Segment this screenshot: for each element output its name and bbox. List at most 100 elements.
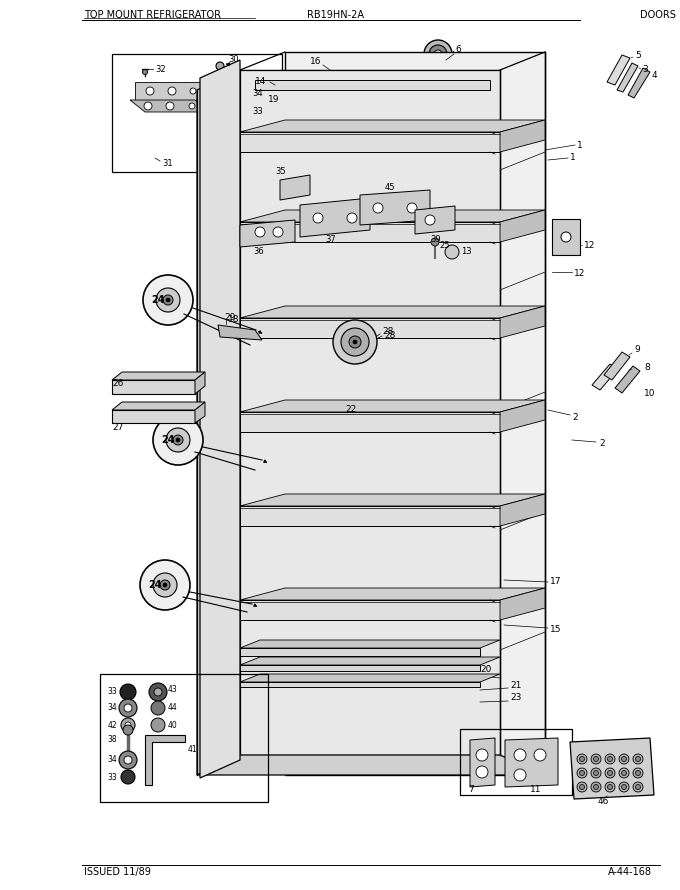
Text: 24: 24 bbox=[151, 295, 165, 305]
Polygon shape bbox=[240, 210, 545, 222]
Text: 37: 37 bbox=[325, 236, 336, 245]
Circle shape bbox=[577, 754, 587, 764]
Circle shape bbox=[144, 102, 152, 110]
Polygon shape bbox=[240, 306, 545, 318]
Polygon shape bbox=[615, 366, 640, 393]
Polygon shape bbox=[604, 352, 630, 380]
Circle shape bbox=[341, 328, 369, 356]
Text: 1: 1 bbox=[577, 141, 583, 150]
Text: 44: 44 bbox=[168, 703, 177, 713]
Text: 2: 2 bbox=[599, 439, 605, 448]
Polygon shape bbox=[240, 506, 500, 526]
Polygon shape bbox=[112, 380, 195, 394]
Polygon shape bbox=[415, 206, 455, 234]
Polygon shape bbox=[505, 738, 558, 787]
Text: 17: 17 bbox=[550, 578, 562, 587]
Polygon shape bbox=[240, 600, 500, 620]
Polygon shape bbox=[145, 735, 185, 785]
Circle shape bbox=[121, 718, 135, 732]
Polygon shape bbox=[240, 318, 500, 338]
Bar bbox=[112, 54, 282, 172]
Circle shape bbox=[119, 699, 137, 717]
Bar bbox=[460, 729, 572, 795]
Circle shape bbox=[176, 438, 180, 442]
Circle shape bbox=[153, 415, 203, 465]
Text: 34: 34 bbox=[107, 703, 117, 713]
Polygon shape bbox=[197, 755, 545, 775]
Circle shape bbox=[190, 88, 196, 94]
Circle shape bbox=[373, 203, 383, 213]
Circle shape bbox=[163, 583, 167, 587]
Text: 39: 39 bbox=[430, 236, 441, 245]
Text: 25: 25 bbox=[439, 241, 449, 250]
Text: 31: 31 bbox=[163, 159, 173, 168]
Text: 5: 5 bbox=[635, 51, 641, 60]
Polygon shape bbox=[240, 588, 545, 600]
Polygon shape bbox=[240, 494, 545, 506]
Circle shape bbox=[594, 784, 598, 789]
Circle shape bbox=[577, 768, 587, 778]
Text: TOP MOUNT REFRIGERATOR: TOP MOUNT REFRIGERATOR bbox=[84, 10, 221, 20]
Polygon shape bbox=[285, 52, 545, 775]
Text: 16: 16 bbox=[310, 58, 322, 67]
Text: RB19HN-2A: RB19HN-2A bbox=[307, 10, 364, 20]
Circle shape bbox=[534, 749, 546, 761]
Polygon shape bbox=[500, 494, 545, 526]
Circle shape bbox=[607, 784, 613, 789]
Polygon shape bbox=[280, 175, 310, 200]
Circle shape bbox=[636, 784, 641, 789]
Circle shape bbox=[216, 62, 224, 70]
Circle shape bbox=[633, 782, 643, 792]
Circle shape bbox=[143, 69, 148, 75]
Polygon shape bbox=[240, 665, 480, 671]
Text: 12: 12 bbox=[584, 240, 596, 249]
Polygon shape bbox=[255, 80, 490, 90]
Circle shape bbox=[124, 704, 132, 712]
Bar bbox=[237, 112, 243, 117]
Polygon shape bbox=[240, 220, 295, 247]
Polygon shape bbox=[628, 68, 650, 98]
Polygon shape bbox=[500, 120, 545, 152]
Circle shape bbox=[476, 749, 488, 761]
Polygon shape bbox=[240, 400, 545, 412]
Circle shape bbox=[619, 782, 629, 792]
Circle shape bbox=[445, 245, 459, 259]
Circle shape bbox=[476, 766, 488, 778]
Text: 11: 11 bbox=[530, 786, 541, 795]
Circle shape bbox=[591, 754, 601, 764]
Polygon shape bbox=[360, 190, 430, 225]
Text: 42: 42 bbox=[107, 721, 117, 730]
Circle shape bbox=[173, 435, 183, 445]
Text: 3: 3 bbox=[642, 66, 648, 75]
Polygon shape bbox=[130, 100, 210, 112]
Circle shape bbox=[166, 102, 174, 110]
Polygon shape bbox=[592, 364, 618, 390]
Circle shape bbox=[232, 86, 248, 102]
Circle shape bbox=[234, 106, 246, 118]
Polygon shape bbox=[112, 410, 195, 423]
Text: 10: 10 bbox=[644, 389, 656, 398]
Text: 45: 45 bbox=[385, 182, 396, 191]
Circle shape bbox=[619, 768, 629, 778]
Circle shape bbox=[166, 428, 190, 452]
Polygon shape bbox=[240, 132, 500, 152]
Text: 8: 8 bbox=[644, 363, 650, 373]
Polygon shape bbox=[570, 738, 654, 799]
Circle shape bbox=[633, 754, 643, 764]
Polygon shape bbox=[240, 412, 500, 432]
Circle shape bbox=[273, 227, 283, 237]
Circle shape bbox=[577, 782, 587, 792]
Text: 35: 35 bbox=[275, 167, 286, 176]
Circle shape bbox=[333, 320, 377, 364]
Polygon shape bbox=[240, 120, 545, 132]
Circle shape bbox=[636, 771, 641, 775]
Circle shape bbox=[619, 754, 629, 764]
Circle shape bbox=[594, 756, 598, 762]
Text: 14: 14 bbox=[255, 77, 267, 86]
Text: 1: 1 bbox=[570, 153, 576, 163]
Text: 33: 33 bbox=[107, 687, 117, 697]
Circle shape bbox=[594, 771, 598, 775]
Polygon shape bbox=[200, 60, 240, 778]
Circle shape bbox=[120, 684, 136, 700]
Circle shape bbox=[591, 768, 601, 778]
